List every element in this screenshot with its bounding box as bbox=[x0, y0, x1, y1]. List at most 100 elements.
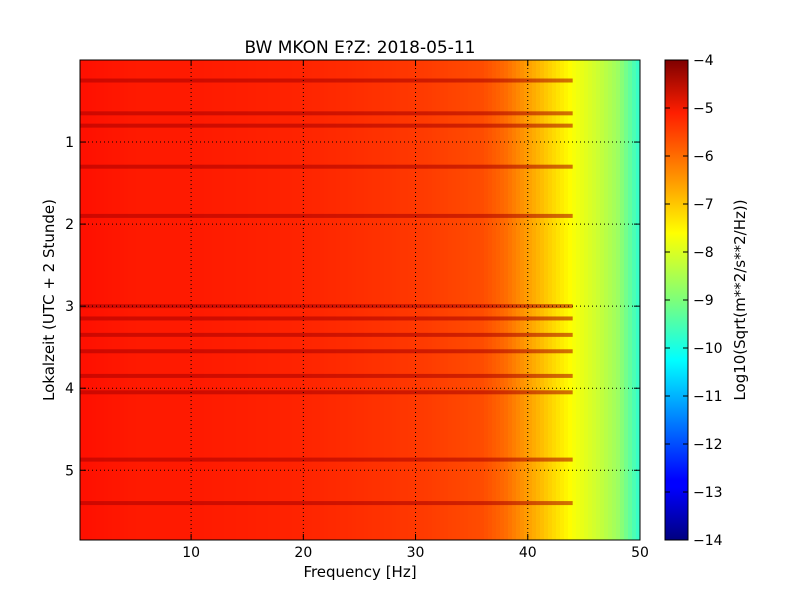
heatmap-column bbox=[596, 60, 601, 540]
plot-frame bbox=[79, 59, 641, 541]
heatmap-column bbox=[416, 60, 421, 540]
heatmap-column bbox=[112, 60, 117, 540]
heatmap-column bbox=[168, 60, 173, 540]
colorbar-tick-label: −12 bbox=[693, 437, 723, 453]
x-tick-label: 30 bbox=[407, 545, 425, 561]
heatmap-column bbox=[516, 60, 521, 540]
heatmap-column bbox=[544, 60, 549, 540]
heatmap-column bbox=[276, 60, 281, 540]
heatmap-column bbox=[560, 60, 565, 540]
heatmap-column bbox=[328, 60, 333, 540]
heatmap-column bbox=[132, 60, 137, 540]
heatmap-column bbox=[260, 60, 265, 540]
heatmap-column bbox=[600, 60, 605, 540]
heatmap-column bbox=[308, 60, 313, 540]
heatmap-column bbox=[604, 60, 609, 540]
heatmap-column bbox=[312, 60, 317, 540]
heatmap-bands bbox=[80, 78, 573, 506]
heatmap-column bbox=[572, 60, 577, 540]
heatmap-column bbox=[568, 60, 573, 540]
heatmap-column bbox=[396, 60, 401, 540]
heatmap-column bbox=[460, 60, 465, 540]
heatmap-column bbox=[176, 60, 181, 540]
y-tick-label: 3 bbox=[65, 299, 74, 315]
heatmap-column bbox=[580, 60, 585, 540]
heatmap-column bbox=[400, 60, 405, 540]
heatmap-column bbox=[628, 60, 633, 540]
heatmap-column bbox=[304, 60, 309, 540]
colorbar-tick-label: −11 bbox=[693, 389, 723, 405]
heatmap-column bbox=[348, 60, 353, 540]
heatmap-column bbox=[100, 60, 105, 540]
heatmap-column bbox=[632, 60, 637, 540]
colorbar-label: Log10(Sqrt(m**2/s**2/Hz)) bbox=[731, 199, 749, 400]
heatmap-column bbox=[240, 60, 245, 540]
heatmap-column bbox=[320, 60, 325, 540]
heatmap-column bbox=[160, 60, 165, 540]
heatmap-column bbox=[420, 60, 425, 540]
heatmap-column bbox=[216, 60, 221, 540]
heatmap-column bbox=[608, 60, 613, 540]
heatmap-column bbox=[212, 60, 217, 540]
heatmap-column bbox=[292, 60, 297, 540]
heatmap-column bbox=[540, 60, 545, 540]
heatmap-column bbox=[172, 60, 177, 540]
heatmap-column bbox=[448, 60, 453, 540]
heatmap-columns bbox=[80, 60, 640, 540]
heatmap-column bbox=[220, 60, 225, 540]
heatmap-band bbox=[80, 111, 573, 116]
heatmap-column bbox=[288, 60, 293, 540]
heatmap-column bbox=[136, 60, 141, 540]
heatmap-column bbox=[372, 60, 377, 540]
heatmap-column bbox=[344, 60, 349, 540]
heatmap-column bbox=[584, 60, 589, 540]
heatmap-column bbox=[428, 60, 433, 540]
heatmap-column bbox=[340, 60, 345, 540]
y-axis-ticks: 1 2 3 4 5 bbox=[65, 135, 640, 479]
heatmap-column bbox=[444, 60, 449, 540]
heatmap-column bbox=[248, 60, 253, 540]
heatmap-column bbox=[368, 60, 373, 540]
heatmap-band bbox=[80, 164, 573, 169]
heatmap-band bbox=[80, 390, 573, 395]
y-tick-label: 2 bbox=[65, 217, 74, 233]
colorbar-tick-label: −13 bbox=[693, 485, 723, 501]
heatmap-column bbox=[236, 60, 241, 540]
heatmap-column bbox=[204, 60, 209, 540]
colorbar-tick-label: −6 bbox=[693, 149, 714, 165]
heatmap-band bbox=[80, 78, 573, 83]
heatmap-column bbox=[280, 60, 285, 540]
heatmap-column bbox=[360, 60, 365, 540]
heatmap-column bbox=[352, 60, 357, 540]
heatmap-column bbox=[336, 60, 341, 540]
heatmap-column bbox=[196, 60, 201, 540]
heatmap-band bbox=[80, 457, 573, 462]
x-tick-label: 10 bbox=[182, 545, 200, 561]
colorbar-tick-label: −8 bbox=[693, 245, 714, 261]
heatmap-column bbox=[80, 60, 85, 540]
heatmap-column bbox=[356, 60, 361, 540]
heatmap-column bbox=[536, 60, 541, 540]
heatmap-column bbox=[364, 60, 369, 540]
colorbar-tick-label: −7 bbox=[693, 197, 714, 213]
heatmap-column bbox=[480, 60, 485, 540]
heatmap-column bbox=[232, 60, 237, 540]
heatmap-column bbox=[616, 60, 621, 540]
heatmap-column bbox=[224, 60, 229, 540]
heatmap-column bbox=[388, 60, 393, 540]
heatmap-column bbox=[92, 60, 97, 540]
heatmap-band bbox=[80, 316, 573, 321]
heatmap-column bbox=[500, 60, 505, 540]
heatmap-column bbox=[456, 60, 461, 540]
y-tick-label: 5 bbox=[65, 463, 74, 479]
heatmap-band bbox=[80, 373, 573, 378]
heatmap-column bbox=[548, 60, 553, 540]
heatmap-column bbox=[408, 60, 413, 540]
heatmap-column bbox=[208, 60, 213, 540]
heatmap-column bbox=[436, 60, 441, 540]
heatmap-column bbox=[244, 60, 249, 540]
heatmap-column bbox=[140, 60, 145, 540]
heatmap-column bbox=[624, 60, 629, 540]
heatmap-band bbox=[80, 304, 573, 309]
heatmap-column bbox=[252, 60, 257, 540]
